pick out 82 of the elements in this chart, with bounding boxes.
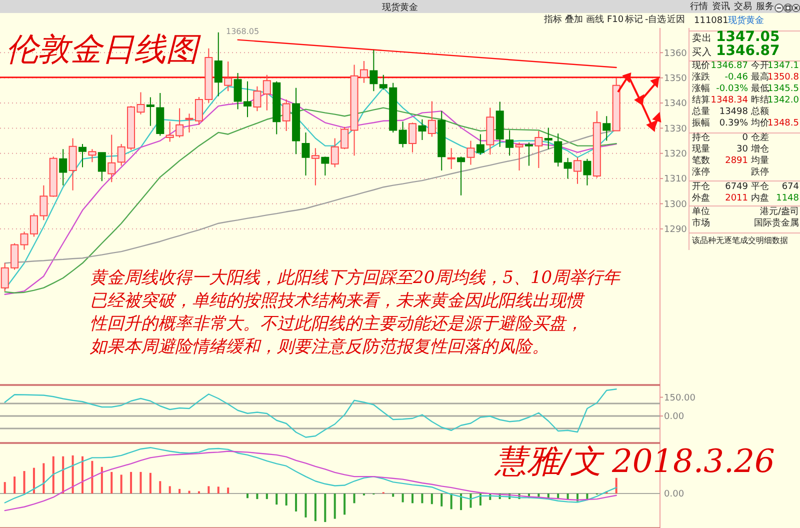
annotation: 黄金周线收得一大阳线，此阳线下方回踩至20周均线，5、10周举行年 bbox=[90, 268, 622, 288]
text: 1342.0 bbox=[768, 96, 800, 106]
text: 增仓 bbox=[750, 144, 769, 154]
text: 均价 bbox=[750, 118, 769, 128]
text: 交易 bbox=[734, 1, 752, 12]
text: 指标 bbox=[543, 14, 562, 25]
text: -0.46 bbox=[724, 72, 748, 82]
text: 振幅 bbox=[692, 118, 710, 128]
text: 1348.34 bbox=[710, 96, 748, 106]
text: 30 bbox=[736, 144, 748, 154]
text: 今开 bbox=[751, 60, 769, 71]
text: 外盘 bbox=[692, 192, 710, 204]
text: 13498 bbox=[719, 107, 748, 117]
text: 6749 bbox=[725, 182, 748, 192]
text: 2891 bbox=[725, 156, 748, 166]
y-tick-label: 0.00 bbox=[664, 412, 684, 422]
text: 1348.5 bbox=[768, 118, 799, 128]
y-tick-label: 150.00 bbox=[664, 393, 696, 404]
text: 1148 bbox=[776, 194, 800, 204]
annotation: 慧雅/文 2018.3.26 bbox=[494, 442, 775, 480]
annotation: 已经被突破，单纯的按照技术结构来看，未来黄金因此阳线出现惯 bbox=[90, 291, 586, 311]
text: 2011 bbox=[725, 194, 748, 204]
y-tick-label: 1290 bbox=[664, 225, 688, 236]
text: 涨幅 bbox=[692, 83, 710, 94]
text: 1347.05 bbox=[716, 29, 780, 45]
text: 1346.87 bbox=[716, 43, 780, 59]
y-tick-label: 1360 bbox=[664, 48, 688, 59]
text: -0.03% bbox=[716, 84, 748, 94]
y-tick-label: 1330 bbox=[664, 124, 688, 134]
text: 现量 bbox=[692, 144, 710, 154]
text: 现货黄金 bbox=[382, 2, 418, 13]
text: 开仓 bbox=[692, 181, 710, 192]
text: 1346.87 bbox=[710, 61, 748, 71]
text: 昨结 bbox=[751, 94, 769, 106]
text: 近因 bbox=[667, 14, 685, 25]
text: 总量 bbox=[691, 106, 710, 117]
text: 卖出 bbox=[692, 32, 712, 44]
text: 0.39% bbox=[719, 118, 748, 128]
text: 仓差 bbox=[751, 132, 769, 143]
y-tick-label: 1300 bbox=[664, 200, 688, 210]
text: 现货黄金 bbox=[728, 15, 764, 26]
text: 国际贵金属 bbox=[754, 218, 799, 228]
text: 标记 bbox=[624, 14, 643, 25]
text: 0 bbox=[742, 133, 748, 143]
y-tick-label: 1350 bbox=[664, 74, 688, 84]
text: 均量 bbox=[750, 155, 769, 166]
text: 资讯 bbox=[712, 1, 730, 12]
y-tick-label: 1320 bbox=[664, 150, 688, 160]
text: 内盘 bbox=[751, 192, 769, 204]
text: 该品种无逐笔成交明细数据 bbox=[692, 236, 788, 245]
text: 服务 bbox=[756, 1, 774, 12]
text: 跌停 bbox=[751, 166, 769, 178]
text: 最高 bbox=[751, 72, 769, 82]
y-tick-label: 1310 bbox=[664, 174, 688, 185]
text: 市场 bbox=[692, 218, 710, 228]
y-tick-label: 1340 bbox=[664, 99, 688, 110]
text: 1345.5 bbox=[768, 84, 799, 94]
text: 111081 bbox=[694, 16, 728, 26]
text: 单位 bbox=[692, 206, 710, 217]
text: 现价 bbox=[692, 60, 710, 71]
annotation: 如果本周避险情绪缓和，则要注意反防范报复性回落的风险。 bbox=[89, 337, 549, 357]
chart-title: 伦敦金日线图 bbox=[6, 30, 201, 68]
text: 1350.8 bbox=[768, 72, 800, 82]
text: -自选 bbox=[645, 14, 666, 25]
text: 笔数 bbox=[692, 155, 710, 166]
text: 行情 bbox=[690, 1, 708, 12]
annotation: 1368.05 bbox=[226, 27, 260, 36]
text: 1347.1 bbox=[768, 61, 799, 71]
text: 结算 bbox=[692, 94, 710, 106]
text: F10 bbox=[607, 15, 624, 25]
annotation: 性回升的概率非常大。不过此阳线的主要动能还是源于避险买盘， bbox=[90, 314, 583, 334]
text: 持仓 bbox=[692, 132, 710, 143]
text: 涨停 bbox=[692, 166, 710, 178]
text: 平仓 bbox=[751, 181, 769, 192]
text: 674 bbox=[782, 182, 800, 192]
text: 买入 bbox=[692, 46, 712, 58]
text: 画线 bbox=[586, 14, 604, 25]
text: 涨跌 bbox=[692, 72, 710, 82]
text: 总额 bbox=[750, 106, 769, 117]
text: 叠加 bbox=[565, 14, 583, 25]
text: 最低 bbox=[751, 83, 769, 94]
text: 港元/盎司 bbox=[760, 206, 799, 217]
